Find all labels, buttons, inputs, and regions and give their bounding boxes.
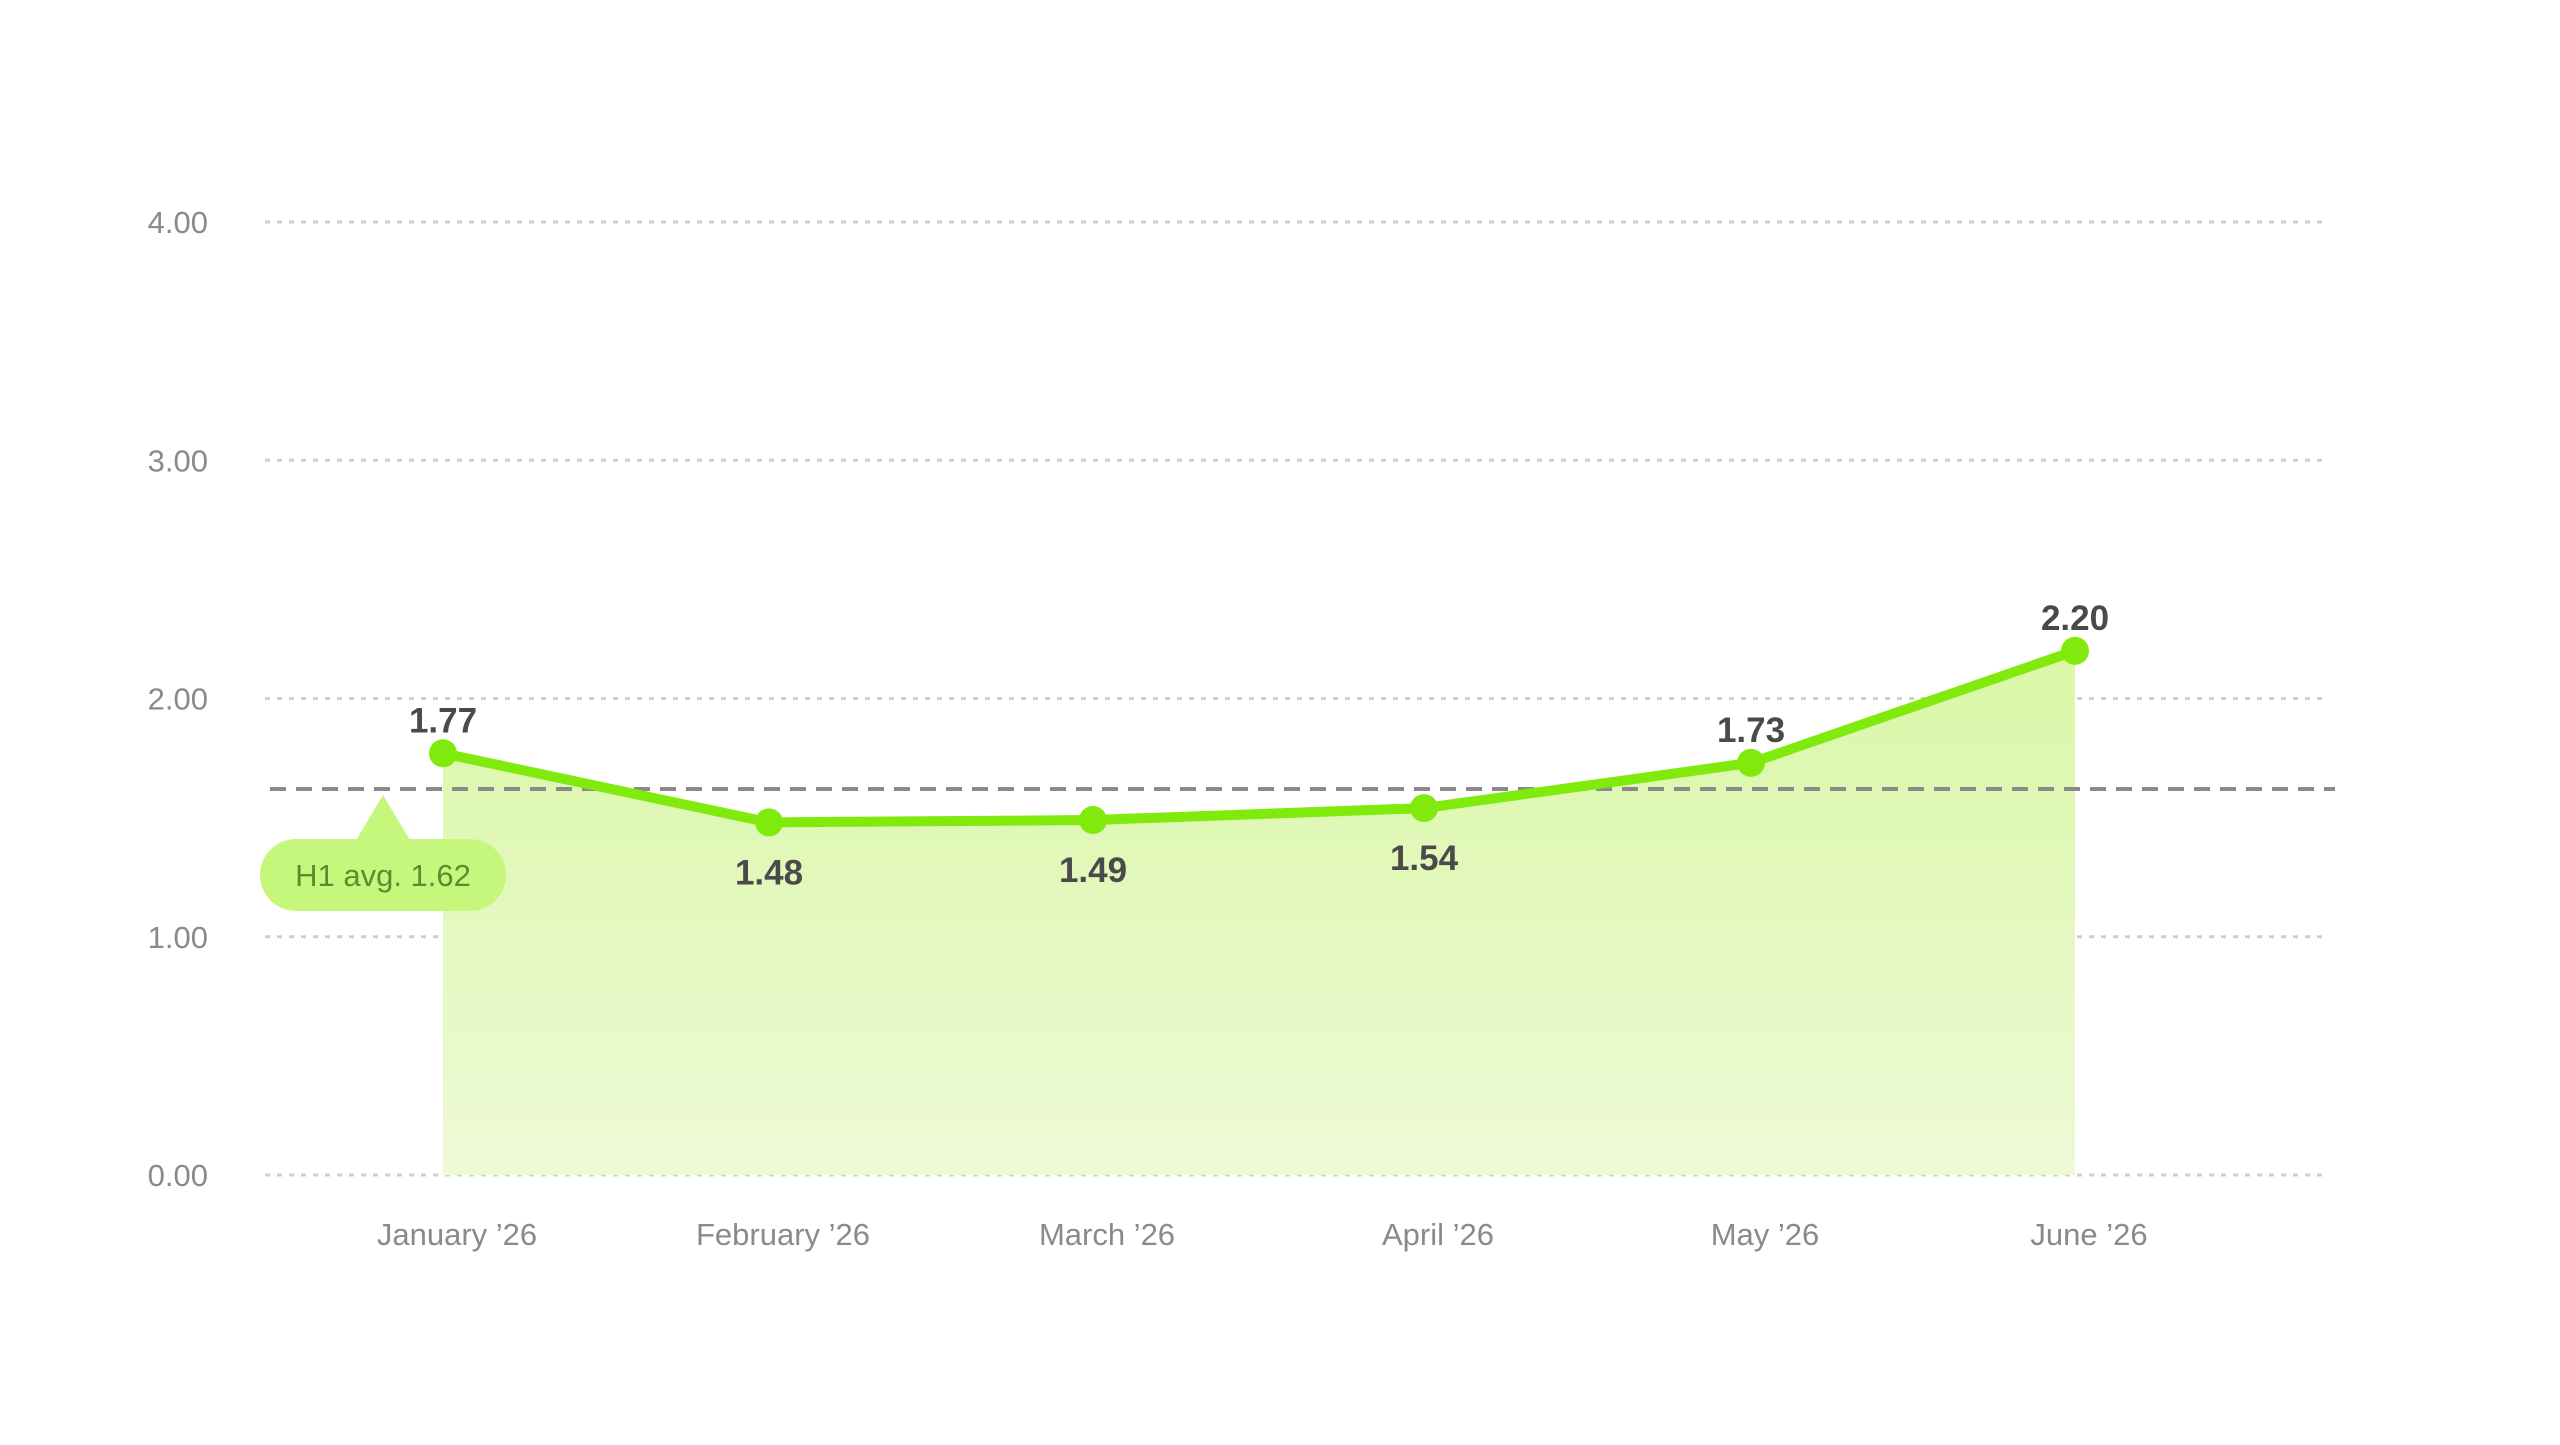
average-callout-layer: H1 avg. 1.62 [260,795,506,911]
data-label: 1.49 [1059,851,1127,890]
x-tick-label: January ’26 [377,1217,537,1252]
y-tick-label: 2.00 [148,682,208,717]
average-callout-label: H1 avg. 1.62 [295,858,471,893]
data-point [1079,806,1107,835]
series-area [443,650,2075,1175]
data-label: 1.73 [1717,711,1785,750]
data-point [2061,636,2089,665]
area-layer [443,650,2075,1175]
x-tick-label: June ’26 [2030,1217,2147,1252]
x-tick-label: May ’26 [1711,1217,1820,1252]
y-tick-label: 3.00 [148,443,208,478]
data-label: 1.54 [1390,839,1459,878]
series-line [438,645,2080,828]
point-layer [429,636,2089,837]
x-axis-layer: January ’26 February ’26 March ’26 April ’2… [377,1217,2148,1252]
data-label: 1.48 [735,853,803,892]
average-callout [260,839,506,911]
x-tick-label: March ’26 [1039,1217,1175,1252]
data-label-layer: 1.77 1.48 1.49 1.54 1.73 2.20 [409,599,2109,893]
series-line-layer [438,645,2080,828]
y-tick-label: 4.00 [148,205,208,240]
x-tick-label: April ’26 [1382,1217,1494,1252]
x-tick-label: February ’26 [696,1217,870,1252]
data-point [1737,748,1765,777]
data-label: 2.20 [2041,599,2109,638]
callout-pointer [355,795,411,842]
data-point [429,739,457,768]
data-label: 1.77 [409,701,477,740]
data-point [755,808,783,837]
data-point [1410,794,1438,823]
y-tick-label: 1.00 [148,920,208,955]
y-tick-label: 0.00 [148,1158,208,1193]
